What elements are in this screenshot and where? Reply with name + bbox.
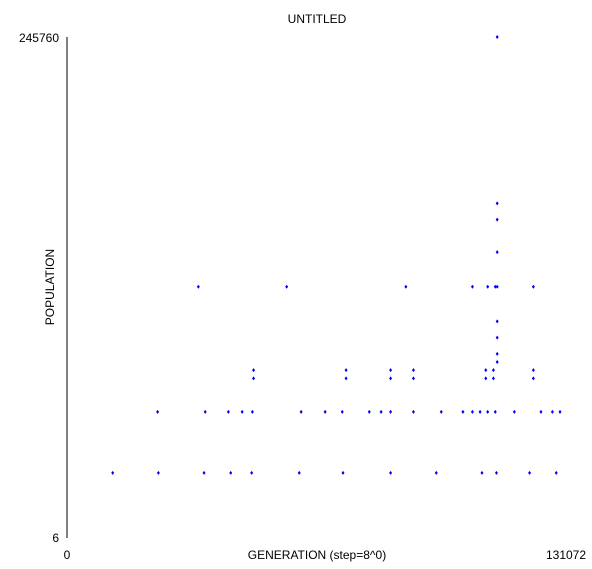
data-point <box>229 470 233 475</box>
data-point <box>434 470 438 475</box>
data-point <box>411 376 415 381</box>
data-point <box>156 409 160 414</box>
data-point <box>389 409 393 414</box>
data-point <box>486 409 490 414</box>
data-point <box>411 368 415 373</box>
data-point <box>495 319 499 324</box>
data-point <box>202 470 206 475</box>
data-point <box>341 470 345 475</box>
data-point <box>480 470 484 475</box>
data-point <box>495 217 499 222</box>
data-point <box>512 409 516 414</box>
data-point <box>531 376 535 381</box>
data-point <box>156 470 160 475</box>
data-point <box>252 376 256 381</box>
data-point <box>491 368 495 373</box>
data-point <box>297 470 301 475</box>
data-point <box>285 284 289 289</box>
data-point <box>367 409 371 414</box>
data-point <box>196 284 200 289</box>
data-point <box>203 409 207 414</box>
data-point <box>494 470 498 475</box>
data-point <box>558 409 562 414</box>
data-points-group <box>111 35 562 475</box>
data-point <box>340 409 344 414</box>
data-point <box>379 409 383 414</box>
data-point <box>495 35 499 39</box>
data-point <box>531 284 535 289</box>
data-point <box>461 409 465 414</box>
data-point <box>531 368 535 373</box>
data-point <box>493 409 497 414</box>
data-point <box>404 284 408 289</box>
data-point <box>470 409 474 414</box>
data-point <box>411 409 415 414</box>
data-point <box>550 409 554 414</box>
data-point <box>389 368 393 373</box>
data-point <box>493 284 497 289</box>
data-point <box>299 409 303 414</box>
data-point <box>226 409 230 414</box>
data-point <box>484 376 488 381</box>
data-point <box>323 409 327 414</box>
data-point <box>495 351 499 356</box>
data-point <box>240 409 244 414</box>
chart-title: UNTITLED <box>288 12 347 26</box>
y-tick-label-max: 245760 <box>19 31 59 45</box>
x-axis-label: GENERATION (step=8^0) <box>248 548 386 562</box>
x-tick-label-min: 0 <box>64 548 71 562</box>
data-point <box>495 201 499 206</box>
data-point <box>344 368 348 373</box>
data-point <box>478 409 482 414</box>
data-point <box>495 284 499 289</box>
data-point <box>439 409 443 414</box>
data-point <box>111 470 115 475</box>
x-tick-label-max: 131072 <box>546 548 586 562</box>
data-point <box>344 376 348 381</box>
data-point <box>495 360 499 365</box>
data-point <box>495 335 499 340</box>
data-point <box>539 409 543 414</box>
data-point <box>389 376 393 381</box>
data-point <box>252 368 256 373</box>
data-point <box>250 409 254 414</box>
data-point <box>554 470 558 475</box>
data-point <box>470 284 474 289</box>
data-point <box>495 250 499 255</box>
data-point <box>486 284 490 289</box>
data-point <box>389 470 393 475</box>
y-axis-label: POPULATION <box>43 249 57 325</box>
data-point <box>250 470 254 475</box>
y-tick-label-min: 6 <box>52 531 59 545</box>
data-point <box>528 470 532 475</box>
data-point <box>484 368 488 373</box>
data-point <box>491 376 495 381</box>
